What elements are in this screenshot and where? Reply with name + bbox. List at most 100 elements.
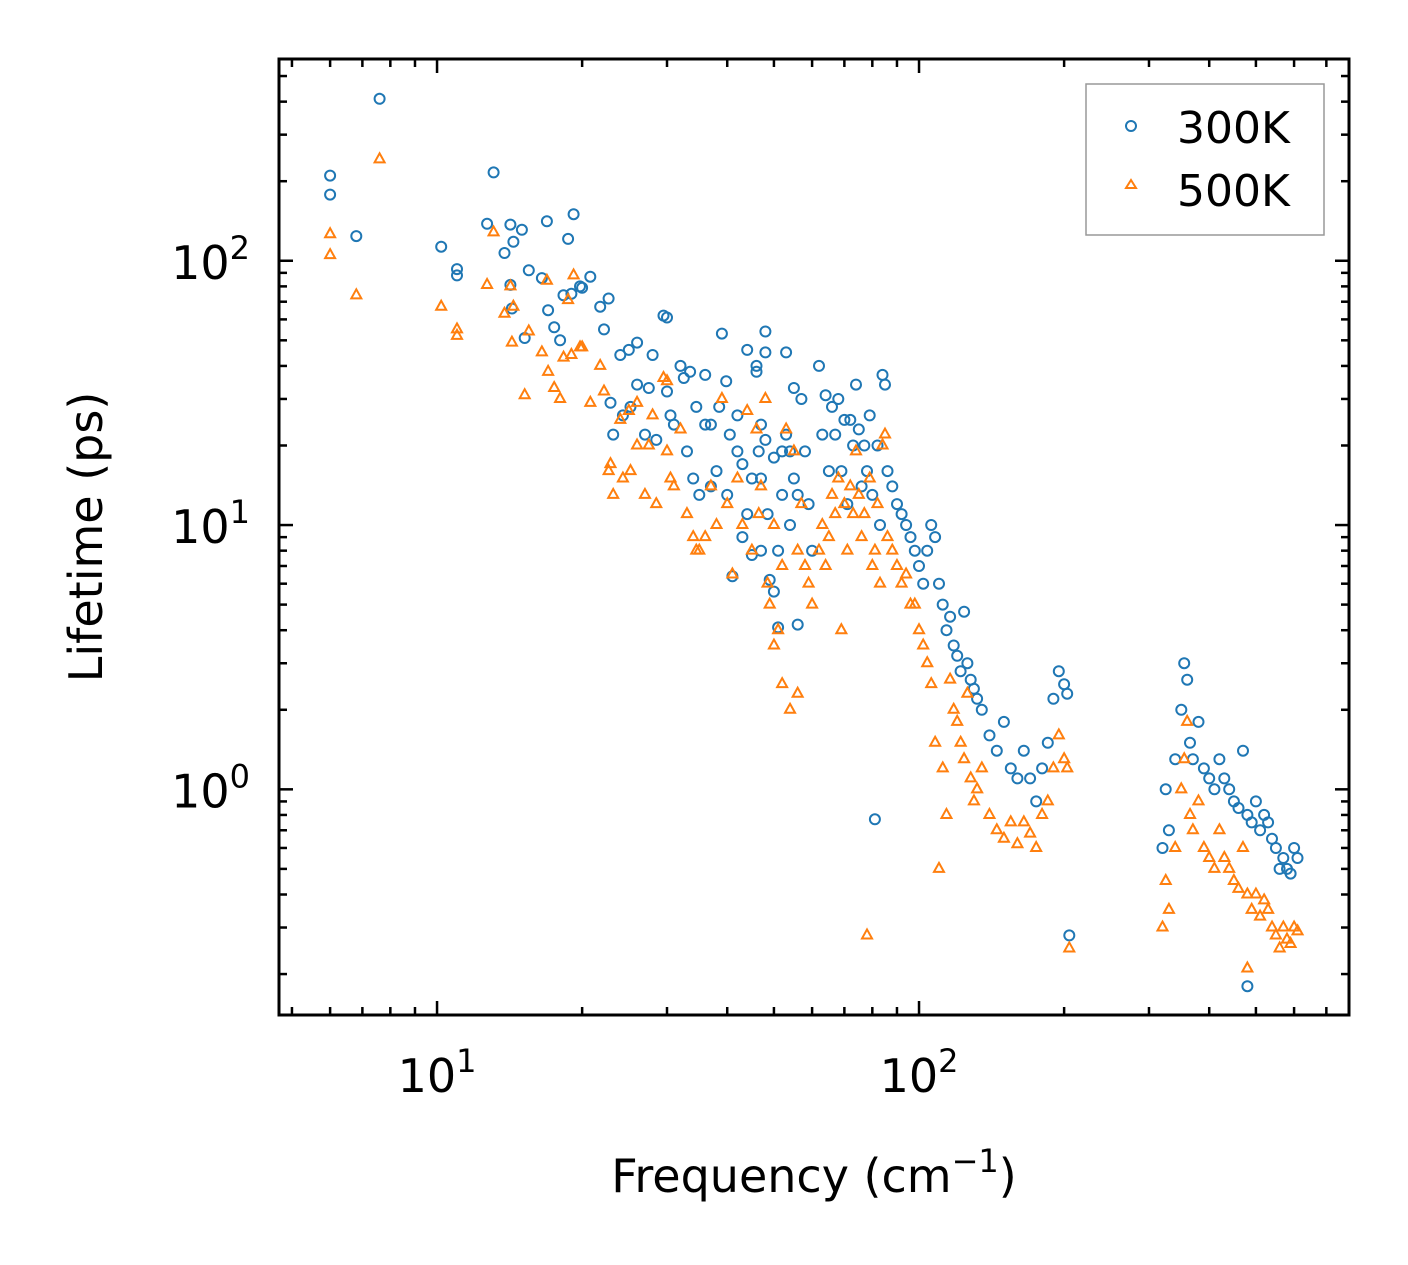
y-tick-label-10-1: 101 — [171, 493, 250, 554]
data-point-500k — [1202, 849, 1216, 862]
data-point-500k — [916, 637, 930, 650]
data-point-500k — [758, 390, 773, 403]
data-point-500k — [852, 486, 866, 499]
data-point-300k — [1245, 816, 1258, 829]
data-point-500k — [779, 421, 793, 434]
data-point-500k — [603, 456, 618, 469]
data-point-500k — [535, 344, 549, 357]
data-point-300k — [1011, 772, 1024, 785]
data-point-500k — [763, 596, 777, 609]
data-point-500k — [606, 486, 620, 499]
data-point-300k — [881, 465, 894, 478]
data-point-500k — [506, 298, 521, 311]
data-point-500k — [1257, 892, 1271, 905]
data-point-500k — [715, 390, 729, 403]
data-point-500k — [967, 793, 981, 806]
data-point-500k — [505, 334, 519, 347]
data-point-300k — [1063, 929, 1076, 942]
data-point-500k — [775, 676, 789, 689]
data-point-300k — [324, 188, 337, 201]
legend: 300K 500K — [1085, 83, 1325, 236]
data-point-500k — [953, 734, 968, 747]
data-point-300k — [819, 389, 832, 402]
data-point-300k — [752, 445, 765, 458]
data-point-300k — [481, 217, 494, 230]
data-point-500k — [1186, 822, 1200, 835]
data-point-300k — [863, 409, 876, 422]
data-point-500k — [885, 542, 899, 555]
data-point-300k — [1208, 783, 1221, 796]
data-point-300k — [1277, 852, 1290, 864]
data-point-500k — [943, 671, 957, 684]
data-point-300k — [576, 281, 589, 294]
axis-ticks-layer — [279, 59, 1349, 1015]
data-point-300k — [1024, 772, 1037, 785]
data-point-300k — [1273, 862, 1286, 875]
data-point-500k — [771, 622, 785, 635]
data-point-300k — [720, 375, 733, 388]
data-point-300k — [997, 715, 1010, 728]
data-point-500k — [575, 339, 589, 352]
data-point-300k — [646, 349, 659, 361]
data-point-300k — [661, 385, 673, 398]
data-point-500k — [899, 566, 913, 579]
data-point-300k — [699, 418, 712, 431]
data-point-300k — [1184, 736, 1196, 749]
data-point-500k — [865, 557, 880, 570]
data-point-300k — [841, 498, 854, 511]
data-point-300k — [868, 813, 881, 826]
data-point-500k — [825, 486, 839, 499]
data-point-300k — [780, 346, 793, 359]
data-point-500k — [862, 470, 877, 483]
data-point-300k — [324, 169, 337, 182]
data-point-300k — [1223, 783, 1236, 796]
data-point-500k — [805, 596, 819, 609]
data-point-300k — [759, 325, 772, 338]
data-point-500k — [939, 806, 954, 819]
data-point-300k — [784, 519, 796, 531]
data-point-300k — [622, 343, 635, 356]
data-point-300k — [990, 744, 1003, 757]
data-point-300k — [787, 382, 800, 394]
data-point-500k — [1168, 839, 1182, 852]
data-point-500k — [1191, 793, 1206, 806]
data-point-300k — [642, 382, 655, 394]
data-point-500k — [1155, 919, 1170, 932]
data-point-300k — [1237, 744, 1249, 757]
data-point-500k — [1249, 886, 1263, 899]
data-point-500k — [815, 516, 830, 530]
data-point-300k — [816, 428, 829, 441]
data-point-500k — [843, 478, 857, 491]
data-point-500k — [1057, 751, 1071, 764]
data-point-500k — [1240, 886, 1255, 899]
data-point-300k — [674, 359, 687, 372]
data-point-300k — [661, 311, 673, 324]
data-point-300k — [900, 519, 913, 531]
data-point-300k — [699, 368, 712, 381]
data-point-500k — [754, 478, 768, 491]
data-point-500k — [1183, 806, 1197, 819]
data-point-500k — [1023, 825, 1037, 838]
data-point-300k — [594, 300, 607, 313]
data-point-300k — [1232, 802, 1245, 814]
data-point-300k — [687, 472, 700, 485]
data-point-300k — [944, 610, 957, 623]
data-point-500k — [822, 529, 836, 542]
data-point-500k — [597, 383, 611, 396]
data-point-500k — [775, 557, 789, 570]
data-point-300k — [958, 605, 971, 618]
data-point-300k — [750, 365, 763, 378]
data-point-500k — [517, 387, 532, 400]
data-point-500k — [783, 701, 797, 714]
data-point-300k — [373, 92, 386, 105]
data-point-500k — [794, 496, 809, 509]
data-point-300k — [1262, 816, 1275, 829]
data-point-300k — [1030, 795, 1043, 808]
data-point-300k — [795, 393, 808, 405]
data-point-300k — [1047, 692, 1060, 705]
data-point-500k — [1029, 839, 1043, 852]
data-point-500k — [680, 506, 694, 519]
data-point-300k — [858, 439, 871, 452]
data-point-500k — [630, 437, 644, 450]
data-point-300k — [776, 488, 789, 501]
